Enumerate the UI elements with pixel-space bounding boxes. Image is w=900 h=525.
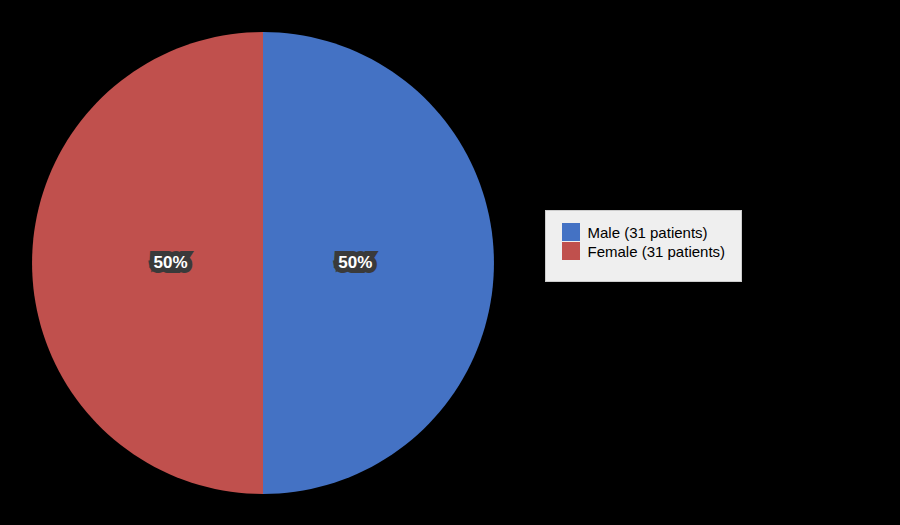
svg-text:50%: 50% bbox=[338, 253, 372, 272]
html-text:Male (31 patients): Male (31 patients) bbox=[587, 223, 708, 241]
html-text:Female (31 patients): Female (31 patients) bbox=[587, 242, 726, 260]
svg-text:50%: 50% bbox=[154, 253, 188, 272]
